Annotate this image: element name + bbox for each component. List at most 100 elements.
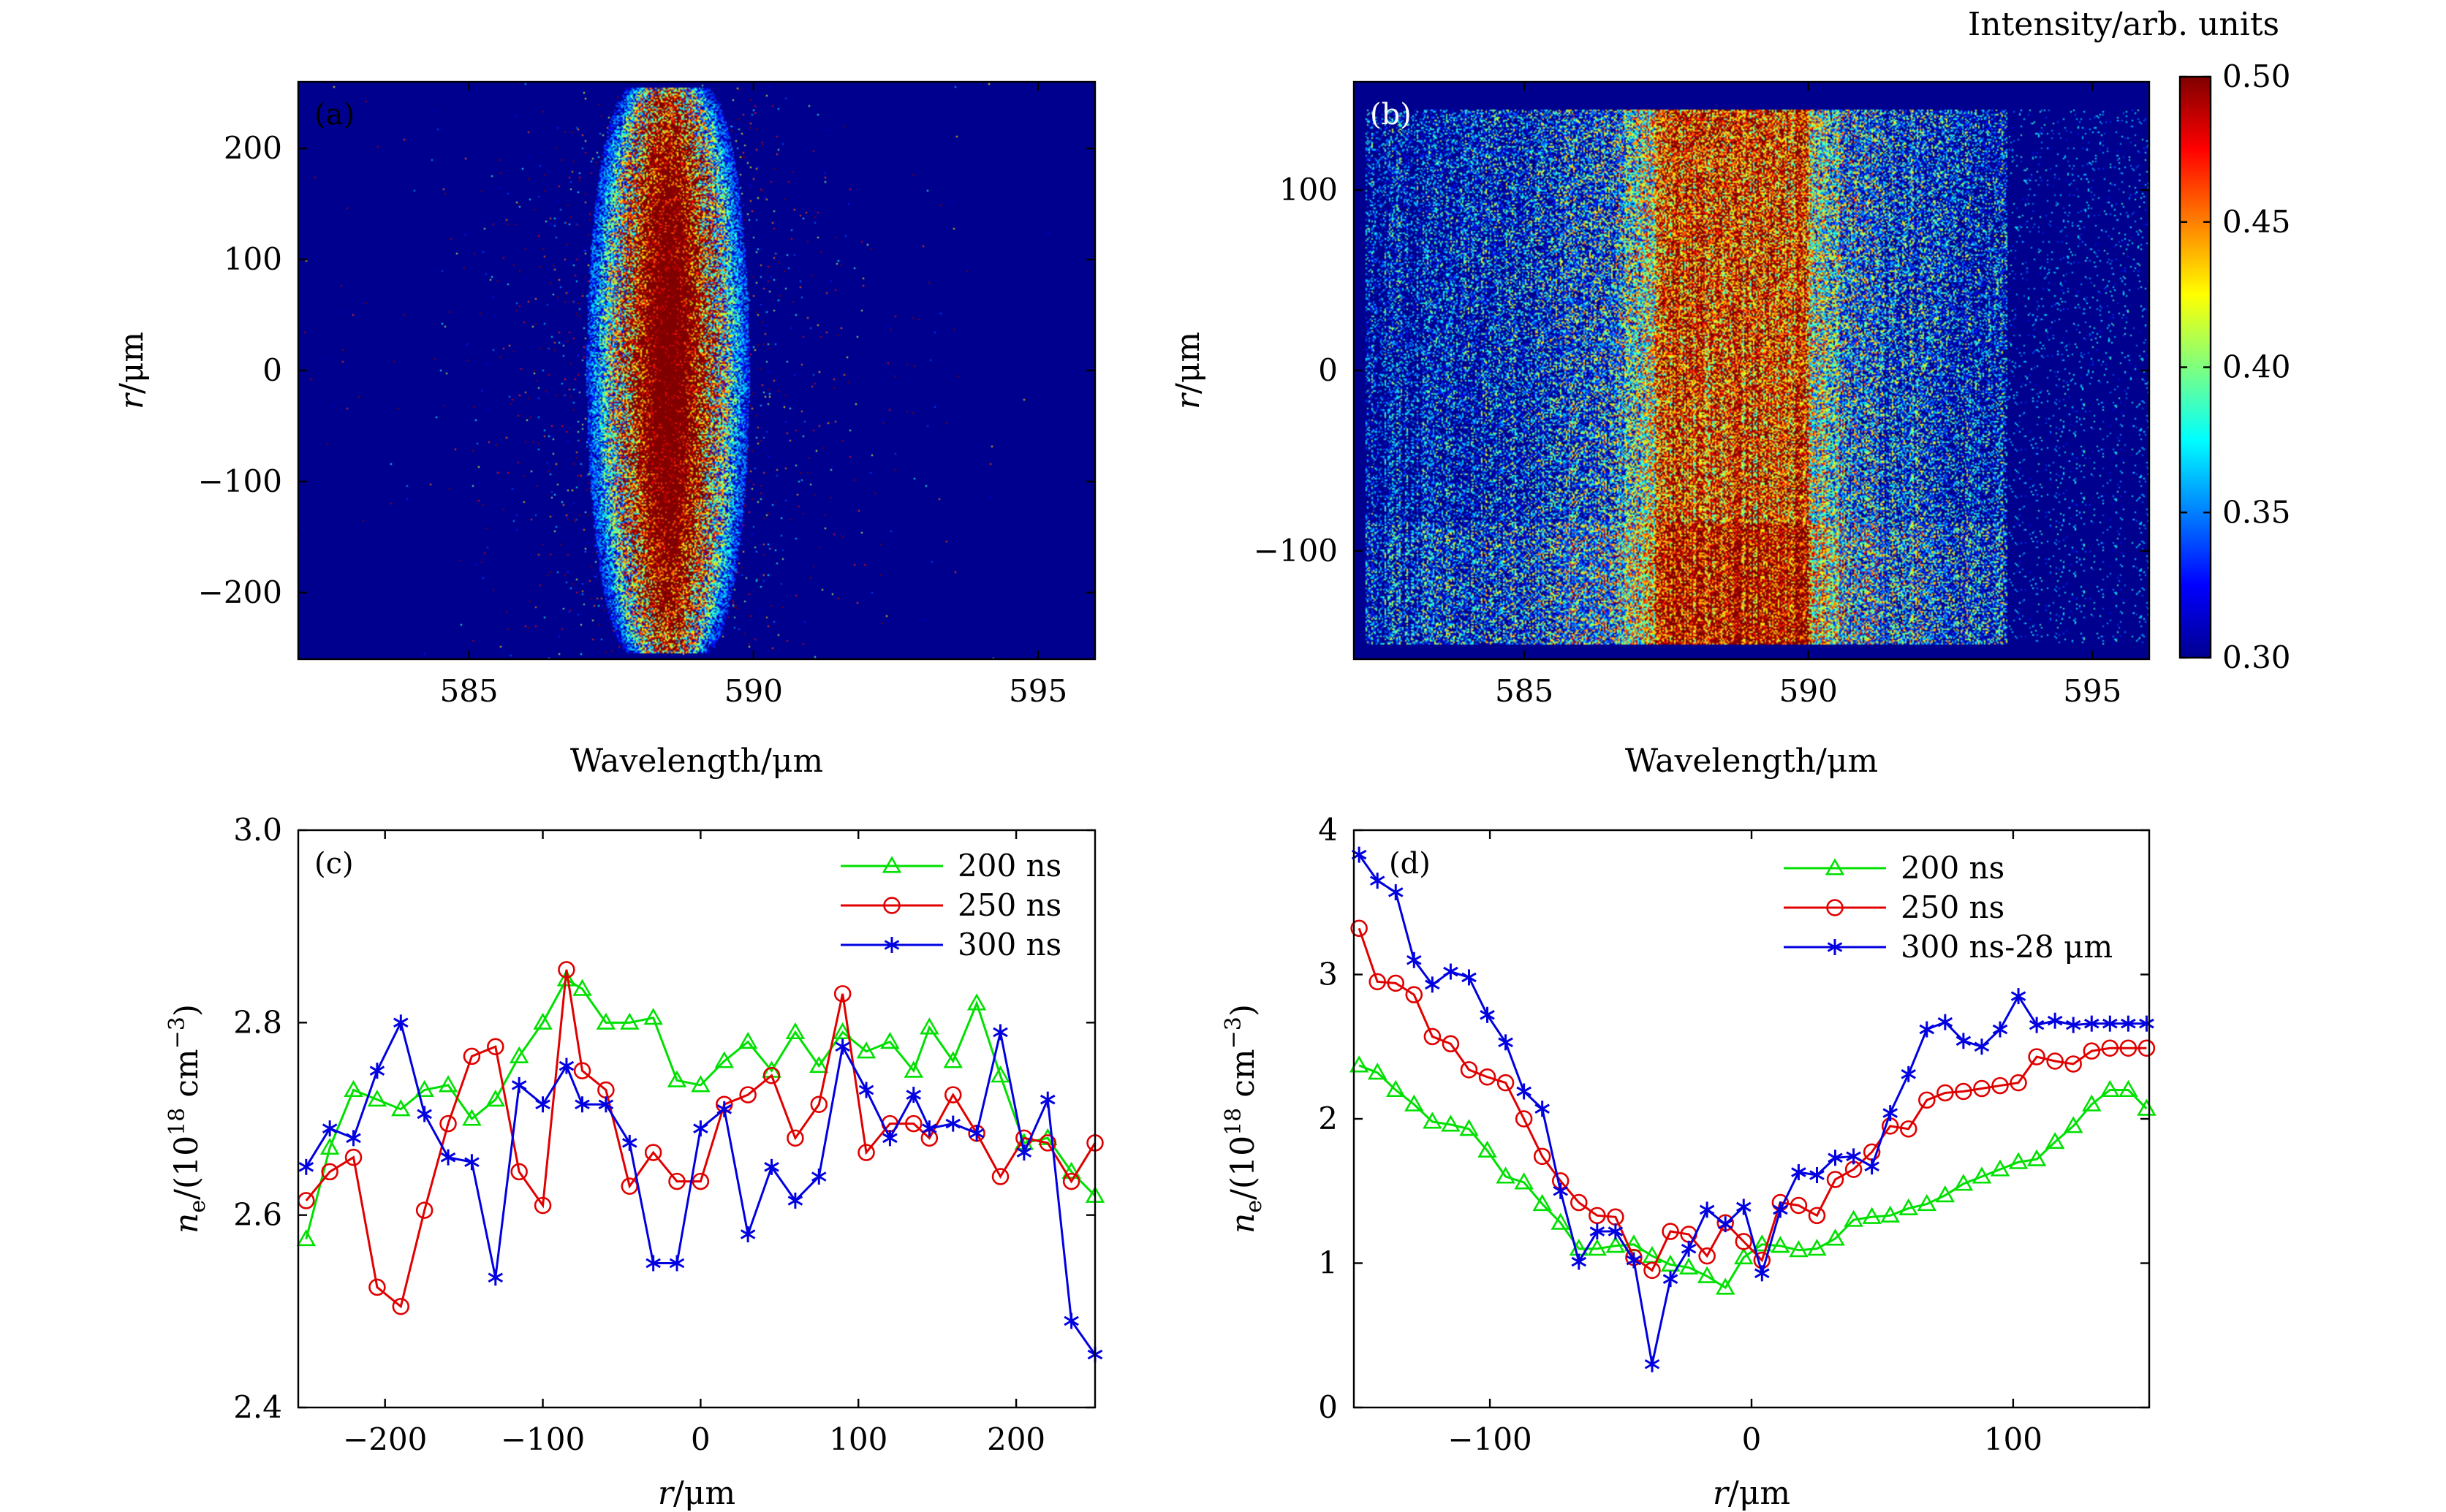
panel-c-line-chart: −200 −100 0 100 200 2.4 2.6 2.8 3.0 (c) 200 ns25… <box>164 812 1105 1512</box>
panel-c-series-1-line <box>305 969 1097 1309</box>
panel-d-series-2-point <box>1516 1083 1531 1100</box>
panel-c-legend-marker-2 <box>884 937 900 953</box>
panel-d-ytick-label: 3 <box>1318 957 1338 992</box>
panel-d-series-2-point <box>1699 1201 1715 1218</box>
panel-c-series-2-point-stroke <box>598 1099 614 1110</box>
panel-b-frame <box>1352 80 2151 661</box>
panel-d-series-1-point <box>1899 1120 1917 1138</box>
panel-c-legend-label-1: 250 ns <box>958 887 1061 923</box>
panel-d-series-1-point <box>1918 1091 1936 1109</box>
panel-c-series-1-point <box>321 1163 338 1181</box>
panel-c-series-0-point <box>920 1017 939 1035</box>
panel-c-series-0-point <box>714 1051 735 1068</box>
panel-d-series-1-point <box>1808 1207 1826 1225</box>
panel-d-series-2-point <box>2083 1015 2099 1032</box>
panel-c-series-2-point <box>906 1087 922 1103</box>
panel-d-series-0-point <box>1715 1277 1735 1295</box>
panel-d-series-2-point <box>1608 1223 1624 1240</box>
panel-d-ytick-label: 4 <box>1318 812 1338 848</box>
panel-d-series-1-point <box>1442 1035 1460 1053</box>
panel-d-series-1-point <box>1405 986 1423 1003</box>
panel-d-series-0-point <box>1898 1198 1918 1215</box>
panel-c-series-2-point-stroke <box>369 1065 385 1076</box>
panel-d-series-0-point <box>1807 1239 1827 1256</box>
panel-c-series-2-point <box>298 1158 314 1175</box>
panel-d-series-2-point <box>2047 1012 2063 1029</box>
panel-c-xtick-label: −100 <box>501 1421 585 1457</box>
panel-d-series-0-point <box>1532 1193 1552 1212</box>
panel-c-series-1-point <box>644 1144 662 1161</box>
panel-d-series-2-point-stroke <box>1461 972 1477 983</box>
panel-c-series-2-point <box>1016 1144 1032 1161</box>
panel-c-series-0-point <box>462 1109 482 1126</box>
panel-d-series-0-point <box>1825 1228 1845 1246</box>
panel-c-series-0-point <box>438 1075 458 1093</box>
colorbar-title: Intensity/arb. units <box>1968 6 2279 43</box>
colorbar-tick-label: 0.30 <box>2222 639 2291 675</box>
panel-d-series-1-point <box>2138 1039 2156 1057</box>
panel-d-series-2-point <box>1406 951 1422 968</box>
panel-c-series-2-point-stroke <box>716 1104 732 1114</box>
panel-d-legend-label-0: 200 ns <box>1901 850 2004 886</box>
panel-c-series-2-point <box>858 1082 874 1098</box>
panel-c-series-2-point-stroke <box>322 1123 338 1133</box>
panel-d-series-2-point-stroke <box>1626 1255 1642 1266</box>
panel-d-legend-label-2: 300 ns-28 μm <box>1901 929 2113 965</box>
panel-d-series-2-point <box>1717 1216 1733 1233</box>
panel-c-series-2-point-stroke <box>645 1258 661 1269</box>
panel-d-series-2-point <box>1828 1150 1843 1166</box>
panel-c-series-2-point-stroke <box>993 1027 1008 1038</box>
panel-a-ytick-label: −200 <box>198 574 282 610</box>
panel-c-series-2-point-stroke <box>811 1171 827 1182</box>
panel-d-series-2-point-stroke <box>1717 1219 1733 1229</box>
panel-c-series-1-point <box>439 1114 457 1133</box>
panel-c-series-2-point <box>716 1101 732 1117</box>
panel-c-series-2-point <box>488 1269 504 1286</box>
panel-d-series-0-point <box>1953 1174 1974 1191</box>
panel-c-series-0-point <box>319 1137 340 1155</box>
panel-d-xtick-label: 0 <box>1742 1421 1762 1457</box>
panel-d-series-0-point <box>1367 1063 1387 1080</box>
panel-d-series-2-point-stroke <box>1644 1359 1660 1369</box>
panel-d-series-1-point <box>2083 1042 2101 1060</box>
panel-c-series-2-point-stroke <box>669 1258 685 1269</box>
panel-c-series-2-point <box>575 1096 590 1113</box>
panel-d-frame <box>1352 829 2151 1409</box>
panel-b-ytick-label: 0 <box>1318 352 1338 388</box>
panel-c-series-0-point <box>738 1032 758 1049</box>
panel-d-series-0-point <box>1697 1266 1717 1283</box>
panel-d-series-2-point <box>1937 1014 1953 1030</box>
panel-b-xtick-label: 585 <box>1495 673 1553 709</box>
panel-d-series-2-line <box>1358 854 2147 1365</box>
panel-d-legend-label-1: 250 ns <box>1901 889 2004 925</box>
panel-d-series-1-point <box>1570 1193 1588 1212</box>
panel-c-label: (c) <box>314 847 354 881</box>
panel-c-series-2-point <box>464 1154 480 1171</box>
panel-b-heatmap: 585 590 595 −100 0 100 (b) Wavelength/μm r/μm <box>1170 80 2151 780</box>
panel-d-series-2-point-stroke <box>1516 1086 1531 1097</box>
panel-d-series-1-point <box>2101 1039 2119 1057</box>
panel-d-series-0-point <box>1935 1185 1955 1203</box>
panel-d-series-1-point <box>1991 1076 2009 1095</box>
panel-d-series-1-point <box>1589 1207 1606 1225</box>
panel-a-ytick-label: −100 <box>198 463 282 499</box>
panel-b-heatmap-image <box>1354 82 2149 659</box>
panel-d-series-2-point-stroke <box>1553 1185 1569 1196</box>
panel-d-series-0-point <box>1880 1205 1900 1223</box>
panel-d-series-2-point <box>1369 873 1385 889</box>
panel-c-series-0-point <box>667 1070 687 1087</box>
panel-d-series-0-point <box>1972 1166 1992 1184</box>
panel-c-series-1-point <box>510 1163 528 1181</box>
panel-b-xtick-label: 590 <box>1779 673 1838 709</box>
panel-a-xtick-label: 590 <box>724 673 783 709</box>
panel-c-series-2-point <box>369 1063 385 1079</box>
panel-c-xtick-label: 0 <box>691 1421 711 1457</box>
panel-a-axes: 585 590 595 −200 −100 0 100 200 <box>198 82 1095 709</box>
panel-c-ytick-label: 2.8 <box>233 1004 282 1040</box>
panel-d-series-2-point-stroke <box>1534 1103 1550 1114</box>
panel-c-series-1-point <box>415 1201 433 1219</box>
panel-d-series-2-point <box>2010 988 2026 1005</box>
panel-d-xtick-label: −100 <box>1447 1421 1531 1457</box>
panel-c-legend-marker-1 <box>883 897 901 914</box>
panel-c-series-0-point <box>643 1008 663 1025</box>
